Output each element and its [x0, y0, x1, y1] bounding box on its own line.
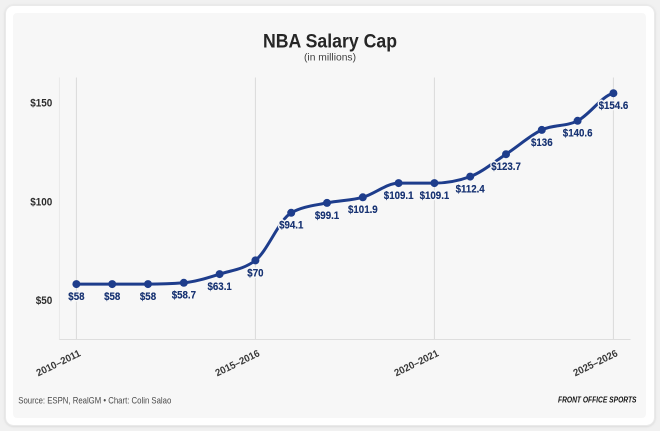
svg-text:$123.7: $123.7 — [491, 161, 521, 173]
svg-text:$150: $150 — [30, 98, 52, 110]
svg-text:NBA Salary Cap: NBA Salary Cap — [263, 30, 397, 52]
svg-text:$123.7: $123.7 — [491, 161, 521, 173]
svg-text:$58: $58 — [104, 291, 120, 303]
svg-text:$70: $70 — [247, 267, 263, 279]
svg-text:$112.4: $112.4 — [456, 184, 486, 196]
svg-text:$101.9: $101.9 — [348, 204, 378, 216]
svg-text:$109.1: $109.1 — [384, 190, 414, 202]
svg-text:$100: $100 — [30, 196, 52, 208]
svg-text:$109.1: $109.1 — [420, 190, 450, 202]
svg-text:$112.4: $112.4 — [456, 184, 486, 196]
svg-text:$94.1: $94.1 — [279, 220, 303, 232]
svg-text:$99.1: $99.1 — [315, 210, 339, 222]
svg-text:$101.9: $101.9 — [348, 204, 378, 216]
svg-text:$70: $70 — [247, 267, 263, 279]
svg-text:$136: $136 — [531, 137, 553, 149]
svg-text:$94.1: $94.1 — [279, 220, 303, 232]
svg-text:FRONT OFFICE SPORTS: FRONT OFFICE SPORTS — [558, 394, 637, 404]
svg-text:(in millions): (in millions) — [304, 52, 356, 64]
svg-text:$63.1: $63.1 — [208, 281, 232, 293]
svg-text:Source: ESPN, RealGM • Chart:: Source: ESPN, RealGM • Chart: Colin Sala… — [18, 396, 171, 406]
svg-text:$58.7: $58.7 — [172, 290, 196, 302]
svg-text:$50: $50 — [36, 295, 53, 307]
svg-text:$58.7: $58.7 — [172, 290, 196, 302]
svg-text:$58: $58 — [68, 291, 84, 303]
svg-text:$140.6: $140.6 — [563, 128, 593, 140]
svg-text:$109.1: $109.1 — [384, 190, 414, 202]
svg-text:$136: $136 — [531, 137, 553, 149]
svg-text:$58: $58 — [140, 291, 156, 303]
svg-text:$58: $58 — [68, 291, 84, 303]
svg-text:$99.1: $99.1 — [315, 210, 339, 222]
svg-text:$58: $58 — [140, 291, 156, 303]
svg-text:$154.6: $154.6 — [599, 100, 629, 112]
svg-text:$140.6: $140.6 — [563, 128, 593, 140]
svg-text:$154.6: $154.6 — [599, 100, 629, 112]
svg-text:$63.1: $63.1 — [208, 281, 232, 293]
svg-text:$58: $58 — [104, 291, 120, 303]
svg-text:$109.1: $109.1 — [420, 190, 450, 202]
